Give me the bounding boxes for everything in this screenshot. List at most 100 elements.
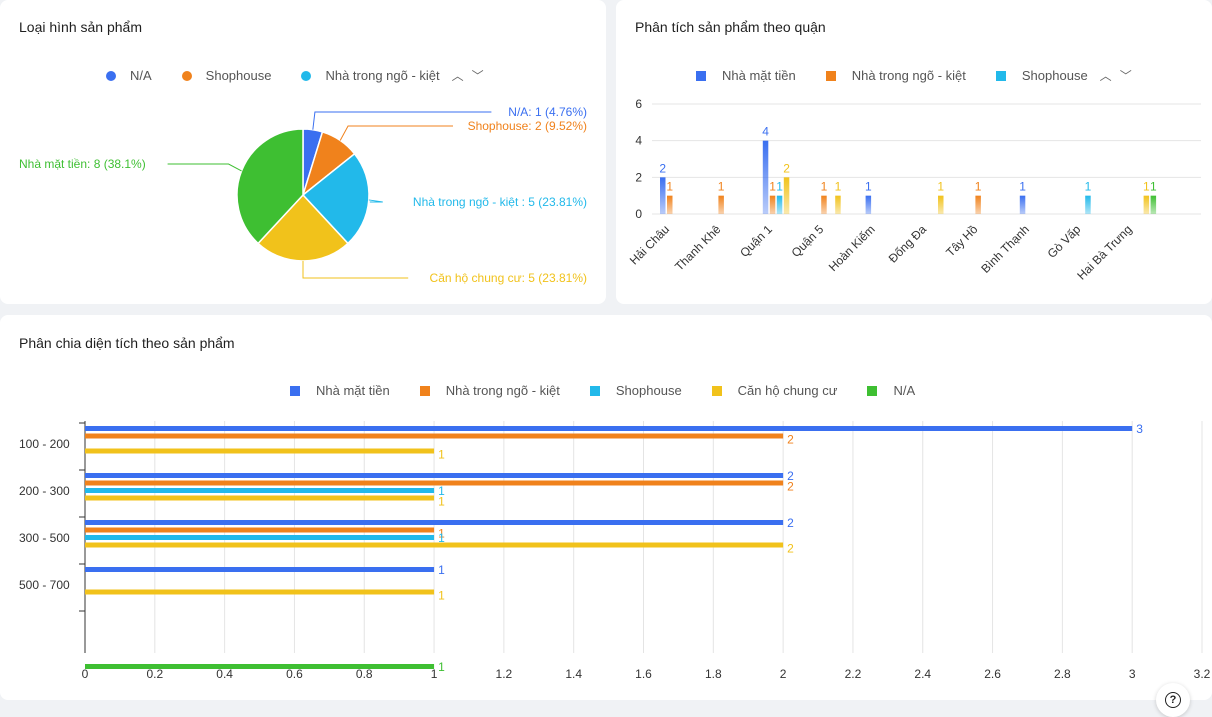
bar-value-label: 1 bbox=[1143, 180, 1150, 194]
chevron-up-icon[interactable]: ︿ bbox=[1099, 69, 1112, 83]
bar-value-label: 1 bbox=[865, 180, 872, 194]
legend-pager: ︿ ﹀ bbox=[1100, 67, 1132, 84]
legend-item-shophouse[interactable]: Shophouse bbox=[995, 68, 1088, 83]
hbar-300-500-nha-mat-tien bbox=[85, 520, 784, 525]
area-chart-title: Phân chia diện tích theo sản phẩm bbox=[19, 335, 235, 351]
x-tick-label: 3.2 bbox=[1194, 667, 1211, 681]
legend-label: Shophouse bbox=[615, 383, 682, 398]
hbar-100-200-nha-mat-tien bbox=[85, 426, 1133, 431]
legend-item-n-a[interactable]: N/A bbox=[106, 68, 152, 83]
help-button[interactable]: ? bbox=[1156, 683, 1190, 717]
legend-label: Nhà trong ngõ - kiệt bbox=[445, 383, 560, 398]
y-tick-label: 100 - 200 bbox=[19, 437, 70, 451]
legend-item-shophouse[interactable]: Shophouse bbox=[181, 68, 271, 83]
legend-item-n-a[interactable]: N/A bbox=[867, 383, 915, 398]
bar-quan-1-nha-trong-ngo-kiet bbox=[769, 195, 776, 214]
bar-value-label: 1 bbox=[1085, 180, 1092, 194]
x-tick-label: Thanh Khê bbox=[672, 222, 724, 274]
bar-value-label: 4 bbox=[762, 125, 769, 139]
pie-label: Nhà mặt tiền: 8 (38.1%) bbox=[19, 157, 146, 171]
legend-item-nha-trong-ngo-kiet[interactable]: Nhà trong ngõ - kiệt bbox=[825, 68, 966, 83]
y-tick-label: 200 - 300 bbox=[19, 484, 70, 498]
bar-value-label: 1 bbox=[666, 180, 673, 194]
hbar-value-label: 2 bbox=[787, 433, 794, 447]
x-tick-label: 0.6 bbox=[286, 667, 303, 681]
y-tick-label: 4 bbox=[635, 134, 642, 148]
hbar-value-label: 1 bbox=[438, 660, 445, 674]
x-tick-label: 0.4 bbox=[216, 667, 233, 681]
pie-leader-line bbox=[302, 261, 409, 279]
y-tick-label: 300 - 500 bbox=[19, 531, 70, 545]
chevron-up-icon[interactable]: ︿ bbox=[451, 69, 464, 83]
bar-value-label: 2 bbox=[659, 161, 666, 175]
legend-item-nha-mat-tien[interactable]: Nhà mặt tiền bbox=[290, 383, 390, 398]
legend-label: N/A bbox=[893, 383, 916, 398]
hbar-value-label: 1 bbox=[438, 484, 445, 498]
hbar-500-700-nha-mat-tien bbox=[85, 567, 435, 572]
district-legend: Nhà mặt tiền Nhà trong ngõ - kiệt Shophous… bbox=[696, 67, 1132, 84]
x-tick-label: Quận 5 bbox=[789, 222, 827, 260]
hbar-value-label: 1 bbox=[438, 563, 445, 577]
legend-label: Nhà trong ngõ - kiệt bbox=[851, 68, 966, 83]
hbar-value-label: 1 bbox=[438, 495, 445, 509]
pie-slice-nha-mat-tien bbox=[236, 128, 304, 245]
district-chart-card: Phân tích sản phẩm theo quận Nhà mặt tiề… bbox=[616, 0, 1212, 304]
bar-value-label: 1 bbox=[1150, 180, 1157, 194]
x-tick-label: 0.8 bbox=[356, 667, 373, 681]
hbar-500-700-can-ho-chung-cu bbox=[85, 589, 435, 595]
bar-value-label: 1 bbox=[937, 180, 944, 194]
legend-item-nha-trong-ngo-kiet[interactable]: Nhà trong ngõ - kiệt bbox=[419, 383, 560, 398]
chevron-down-icon[interactable]: ﹀ bbox=[1119, 69, 1132, 83]
y-tick-label: 0 bbox=[635, 207, 642, 221]
legend-item-nha-trong-ngo-kiet[interactable]: Nhà trong ngõ - kiệt bbox=[301, 68, 440, 83]
x-tick-label: 1.6 bbox=[635, 667, 652, 681]
y-tick-label: 2 bbox=[635, 170, 642, 184]
legend-label: Nhà mặt tiền bbox=[316, 383, 390, 398]
hbar-value-label: 2 bbox=[787, 480, 794, 494]
bar-value-label: 1 bbox=[1019, 180, 1026, 194]
x-tick-label: 2.2 bbox=[845, 667, 862, 681]
pie-label: Căn hộ chung cư: 5 (23.81%) bbox=[430, 271, 587, 285]
bar-dong-da-can-ho-chung-cu bbox=[938, 195, 944, 214]
bar-hai-chau-nha-trong-ngo-kiet bbox=[667, 195, 673, 214]
pie-chart: N/A: 1 (4.76%)Shophouse: 2 (9.52%) Nhà tr… bbox=[19, 105, 587, 285]
hbar-value-label: 1 bbox=[438, 527, 445, 541]
bar-quan-1-shophouse bbox=[776, 195, 783, 214]
hbar-value-label: 2 bbox=[787, 469, 794, 483]
bar-quan-5-can-ho-chung-cu bbox=[835, 195, 841, 214]
x-tick-label: Quận 1 bbox=[737, 222, 775, 260]
bar-tay-ho-nha-trong-ngo-kiet bbox=[975, 195, 981, 214]
hbar-300-500-can-ho-chung-cu bbox=[85, 542, 784, 548]
hbar-200-300-shophouse bbox=[85, 488, 435, 493]
x-tick-label: 2.8 bbox=[1054, 667, 1071, 681]
legend-item-nha-mat-tien[interactable]: Nhà mặt tiền bbox=[696, 68, 796, 83]
legend-item-shophouse[interactable]: Shophouse bbox=[589, 383, 682, 398]
hbar-200-300-nha-mat-tien bbox=[85, 473, 784, 478]
pie-leader-line bbox=[167, 163, 242, 172]
pie-chart-card: Loại hình sản phẩm N/A Shophouse Nhà trong… bbox=[0, 0, 606, 304]
bar-value-label: 1 bbox=[776, 180, 783, 194]
hbar-value-label: 2 bbox=[787, 516, 794, 530]
chevron-down-icon[interactable]: ﹀ bbox=[471, 69, 484, 83]
x-tick-label: 1.2 bbox=[496, 667, 513, 681]
pie-leader-line bbox=[312, 111, 492, 130]
legend-marker bbox=[290, 385, 300, 396]
x-tick-label: Tây Hồ bbox=[943, 222, 980, 259]
x-tick-label: 1.4 bbox=[565, 667, 582, 681]
pie-leader-line bbox=[339, 125, 453, 141]
legend-label: Nhà mặt tiền bbox=[722, 68, 796, 83]
legend-marker bbox=[711, 385, 722, 396]
x-tick-label: 2.6 bbox=[984, 667, 1001, 681]
bar-value-label: 2 bbox=[783, 161, 790, 175]
hbar-na-n-a bbox=[85, 664, 435, 669]
hbar-value-label: 3 bbox=[1136, 422, 1143, 436]
legend-item-can-ho-chung-cu[interactable]: Căn hộ chung cư bbox=[711, 383, 837, 398]
bar-hai-ba-trung-n-a bbox=[1150, 195, 1157, 214]
legend-label: Nhà trong ngõ - kiệt bbox=[325, 68, 440, 83]
x-tick-label: 1 bbox=[431, 667, 438, 681]
x-tick-label: Gò Vấp bbox=[1045, 222, 1084, 261]
x-tick-label: 1.8 bbox=[705, 667, 722, 681]
legend-marker bbox=[589, 385, 600, 396]
legend-marker bbox=[995, 70, 1006, 81]
bar-go-vap-shophouse bbox=[1085, 195, 1091, 214]
